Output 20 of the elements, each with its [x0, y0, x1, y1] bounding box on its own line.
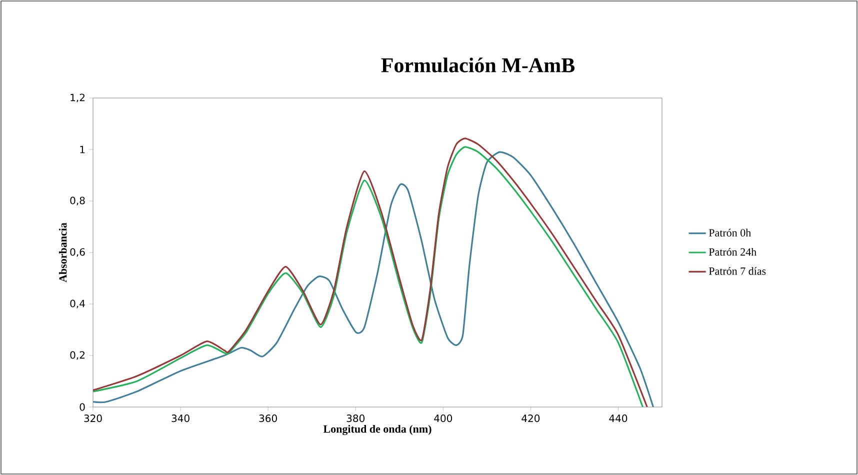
chart-title: Formulación M-AmB [381, 58, 575, 72]
y-tick-label: 1,2 [70, 94, 84, 102]
x-tick-label: 380 [346, 414, 365, 422]
x-axis-title: Longitud de onda (nm) [323, 424, 432, 436]
x-tick-label: 340 [172, 414, 190, 422]
legend-label: Patrón 0h [708, 228, 751, 237]
x-tick-label: 420 [522, 414, 540, 422]
y-tick-label: 0,4 [70, 300, 85, 308]
x-tick-label: 320 [84, 414, 102, 422]
x-tick-label: 440 [609, 414, 628, 422]
legend-label: Patrón 7 días [708, 267, 766, 275]
y-tick-label: 0,2 [70, 351, 84, 360]
x-tick-label: 360 [259, 414, 277, 422]
y-tick-label: 0 [80, 403, 85, 411]
legend-label: Patrón 24h [708, 248, 756, 256]
y-tick-label: 0,6 [70, 248, 85, 257]
y-tick-label: 1 [80, 146, 85, 154]
y-tick-label: 0,8 [70, 196, 85, 206]
y-axis-title: Absorbancia [58, 222, 67, 282]
x-tick-label: 400 [434, 414, 452, 422]
